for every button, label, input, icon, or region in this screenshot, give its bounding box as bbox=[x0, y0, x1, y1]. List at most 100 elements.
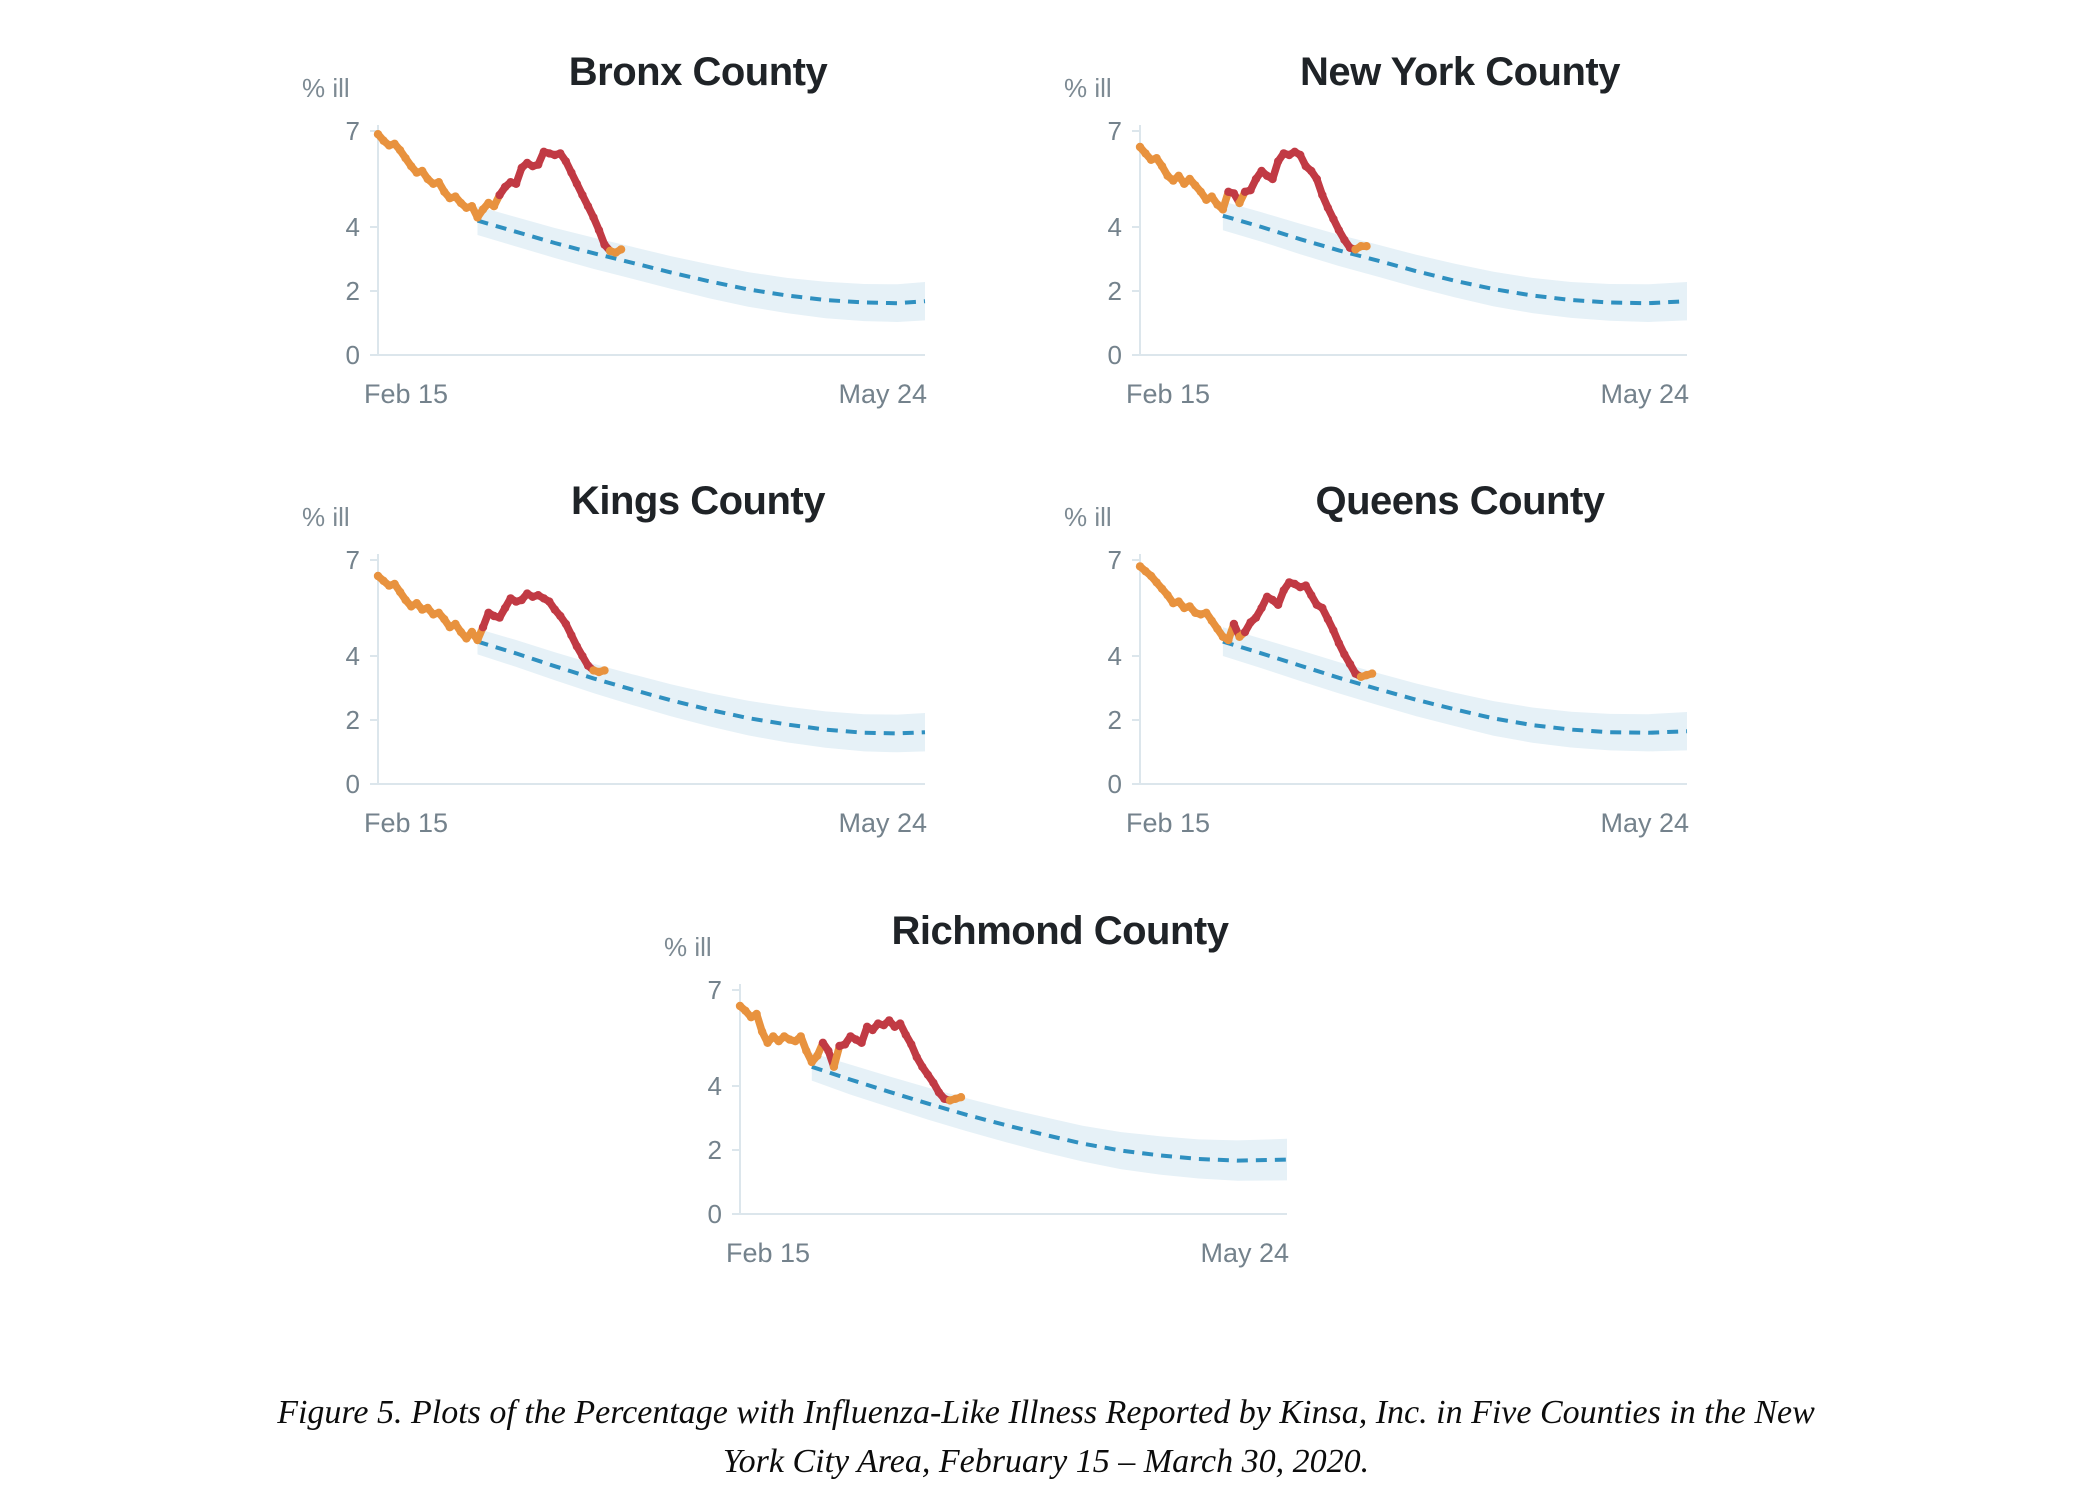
observed-point bbox=[467, 627, 477, 637]
observed-point bbox=[1235, 198, 1244, 208]
y-axis-unit-label: % ill bbox=[664, 932, 712, 962]
observed-point bbox=[956, 1093, 966, 1102]
anomaly-point bbox=[550, 605, 559, 614]
anomaly-point bbox=[879, 1021, 888, 1030]
y-tick-label: 0 bbox=[1108, 340, 1122, 370]
observed-point bbox=[1157, 584, 1167, 593]
forecast-line bbox=[476, 218, 926, 306]
observed-point bbox=[1174, 171, 1183, 180]
observed-point bbox=[616, 245, 626, 254]
observed-point bbox=[418, 166, 427, 176]
observed-point bbox=[1141, 567, 1150, 576]
observed-point bbox=[1367, 669, 1377, 678]
anomaly-point bbox=[901, 1030, 910, 1039]
anomaly-point bbox=[896, 1019, 905, 1028]
observed-point bbox=[473, 635, 482, 645]
observed-point bbox=[456, 627, 466, 637]
anomaly-point bbox=[818, 1038, 828, 1047]
anomaly-point bbox=[478, 623, 488, 632]
anomaly-point bbox=[840, 1040, 850, 1049]
anomaly-point bbox=[1345, 659, 1355, 669]
observed-point bbox=[1169, 176, 1178, 185]
observed-point bbox=[1174, 597, 1183, 606]
observed-point bbox=[1218, 205, 1228, 214]
anomaly-point bbox=[561, 619, 571, 629]
observed-point bbox=[401, 154, 410, 163]
anomaly-point bbox=[1334, 226, 1344, 235]
chart-title: Richmond County bbox=[892, 909, 1230, 953]
observed-point bbox=[741, 1006, 750, 1015]
observed-point bbox=[1152, 578, 1161, 587]
observed-point bbox=[791, 1037, 800, 1046]
anomaly-point bbox=[1301, 162, 1310, 171]
observed-point bbox=[1191, 181, 1200, 190]
anomaly-point bbox=[1246, 618, 1255, 627]
x-tick-label-end: May 24 bbox=[1600, 808, 1689, 838]
observed-point bbox=[395, 587, 405, 597]
observed-point bbox=[1180, 179, 1189, 188]
observed-point bbox=[379, 136, 388, 145]
anomaly-point bbox=[1257, 166, 1266, 176]
anomaly-point bbox=[567, 631, 576, 640]
anomaly-point bbox=[589, 213, 598, 222]
forecast-line bbox=[1222, 213, 1688, 306]
observed-point bbox=[440, 187, 449, 196]
anomaly-point bbox=[1257, 603, 1266, 613]
observed-point bbox=[1224, 635, 1233, 645]
observed-point bbox=[769, 1032, 778, 1041]
observed-point bbox=[763, 1038, 772, 1047]
observed-point bbox=[1157, 162, 1167, 171]
anomaly-point bbox=[1301, 581, 1310, 590]
anomaly-point bbox=[1307, 166, 1316, 176]
anomaly-point bbox=[1229, 619, 1239, 629]
observed-point bbox=[434, 608, 443, 617]
observed-point bbox=[412, 599, 421, 608]
anomaly-point bbox=[1246, 186, 1255, 195]
chart-bronx-county: 7 4 2 0 Feb 15 May 24 % ill Bronx County bbox=[278, 31, 998, 441]
observed-point bbox=[373, 130, 383, 139]
observed-point bbox=[1207, 616, 1216, 625]
figure-caption-line-1: Figure 5. Plots of the Percentage with I… bbox=[277, 1394, 1815, 1431]
y-axis-unit-label: % ill bbox=[302, 502, 350, 532]
y-axis-unit-label: % ill bbox=[1064, 502, 1112, 532]
anomaly-point bbox=[561, 157, 571, 166]
chart-queens-county: 7 4 2 0 Feb 15 May 24 % ill Queens County bbox=[1040, 460, 1760, 870]
anomaly-point bbox=[1318, 190, 1327, 200]
observed-point bbox=[1235, 632, 1244, 641]
observed-point bbox=[813, 1051, 822, 1060]
observed-point bbox=[407, 162, 416, 171]
observed-point bbox=[440, 615, 449, 624]
y-tick-label: 2 bbox=[346, 276, 360, 306]
anomaly-point bbox=[545, 597, 554, 606]
anomaly-point bbox=[1312, 174, 1321, 184]
observed-point bbox=[489, 202, 499, 211]
anomaly-point bbox=[857, 1038, 866, 1047]
anomaly-point bbox=[556, 149, 565, 158]
anomaly-point bbox=[929, 1078, 938, 1087]
confidence-band bbox=[477, 628, 925, 753]
anomaly-point bbox=[1296, 150, 1305, 160]
y-tick-label: 2 bbox=[346, 705, 360, 735]
confidence-band bbox=[811, 1053, 1287, 1181]
y-tick-label: 2 bbox=[1108, 276, 1122, 306]
y-tick-label: 0 bbox=[346, 340, 360, 370]
anomaly-point bbox=[907, 1040, 916, 1049]
anomaly-point bbox=[1340, 235, 1349, 244]
observed-point bbox=[600, 666, 609, 675]
observed-point bbox=[451, 619, 460, 629]
forecast-line bbox=[1222, 639, 1688, 735]
observed-point bbox=[467, 202, 477, 211]
y-tick-label: 7 bbox=[1108, 545, 1122, 575]
anomaly-point bbox=[517, 595, 526, 605]
anomaly-point bbox=[500, 603, 510, 613]
observed-point bbox=[1207, 192, 1216, 201]
observed-point bbox=[774, 1037, 783, 1046]
x-tick-label-end: May 24 bbox=[838, 808, 927, 838]
anomaly-point bbox=[600, 240, 609, 249]
anomaly-point bbox=[583, 661, 593, 670]
y-tick-label: 4 bbox=[708, 1071, 722, 1101]
observed-point bbox=[462, 634, 471, 643]
observed-point bbox=[807, 1057, 816, 1067]
figure-caption-line-2: York City Area, February 15 – March 30, … bbox=[722, 1443, 1370, 1480]
